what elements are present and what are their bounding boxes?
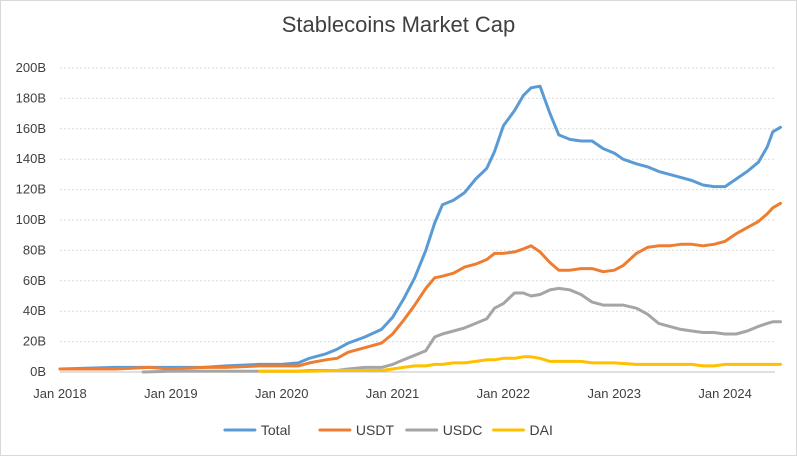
x-tick-label: Jan 2023 (588, 386, 642, 401)
y-tick-label: 180B (16, 90, 46, 105)
chart-title: Stablecoins Market Cap (281, 12, 516, 37)
y-tick-label: 60B (23, 273, 46, 288)
x-tick-label: Jan 2018 (33, 386, 87, 401)
x-tick-label: Jan 2022 (477, 386, 531, 401)
y-tick-label: 120B (16, 182, 46, 197)
x-tick-label: Jan 2020 (255, 386, 309, 401)
y-tick-label: 140B (16, 151, 46, 166)
y-tick-label: 160B (16, 121, 46, 136)
y-axis-ticks: 0B 20B 40B 60B 80B 100B 120B 140B 160B 180B 200B (16, 60, 46, 379)
series-line-dai (258, 355, 782, 373)
gridlines (60, 67, 775, 373)
x-tick-label: Jan 2019 (144, 386, 198, 401)
legend-item-usdt: USDT (318, 422, 395, 438)
series-line-usdt (58, 201, 782, 371)
y-tick-label: 100B (16, 212, 46, 227)
legend-label: Total (261, 422, 291, 438)
y-tick-label: 0B (30, 364, 46, 379)
x-tick-label: Jan 2021 (366, 386, 420, 401)
x-axis-ticks: Jan 2018 Jan 2019 Jan 2020 Jan 2021 Jan 2022… (33, 386, 752, 401)
legend-item-total: Total (223, 422, 291, 438)
y-tick-label: 80B (23, 242, 46, 257)
legend: Total USDT USDC DAI (223, 422, 553, 438)
series-line-usdc (141, 286, 782, 374)
y-tick-label: 200B (16, 60, 46, 75)
legend-item-usdc: USDC (405, 422, 483, 438)
legend-label: USDC (443, 422, 483, 438)
legend-label: USDT (356, 422, 395, 438)
series-line-total (58, 84, 782, 371)
y-tick-label: 40B (23, 303, 46, 318)
y-tick-label: 20B (23, 334, 46, 349)
series-lines (58, 84, 782, 374)
legend-label: DAI (530, 422, 553, 438)
legend-item-dai: DAI (492, 422, 553, 438)
x-tick-label: Jan 2024 (698, 386, 752, 401)
